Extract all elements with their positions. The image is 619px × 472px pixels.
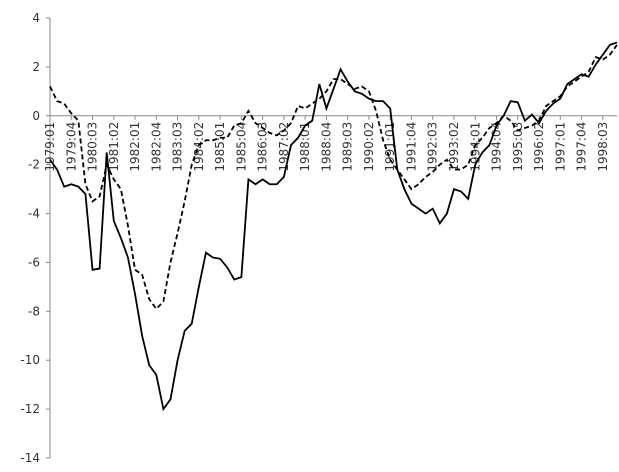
- y-tick-label: 0: [32, 109, 40, 123]
- x-tick-label: 1992:03: [426, 122, 440, 172]
- x-tick-label: 1979:04: [64, 122, 78, 172]
- x-tick-label: 1986:03: [256, 122, 270, 172]
- y-tick-label: -8: [28, 304, 40, 318]
- x-tick-label: 1994:04: [490, 122, 504, 172]
- x-tick-label: 1997:04: [575, 122, 589, 172]
- x-tick-label: 1997:01: [553, 122, 567, 172]
- x-tick-label: 1995:03: [511, 122, 525, 172]
- x-tick-label: 1982:01: [128, 122, 142, 172]
- y-tick-label: -6: [28, 255, 40, 269]
- y-tick-label: -14: [20, 451, 40, 465]
- x-tick-label: 1991:04: [404, 122, 418, 172]
- x-tick-label: 1985:04: [234, 122, 248, 172]
- series-line: [49, 44, 618, 311]
- x-tick-label: 1985:01: [213, 122, 227, 172]
- x-tick-label: 1984:02: [192, 122, 206, 172]
- x-tick-label: 1996:02: [532, 122, 546, 172]
- x-tick-label: 1981:02: [107, 122, 121, 172]
- y-tick-label: -12: [20, 402, 40, 416]
- x-tick-label: 1983:03: [171, 122, 185, 172]
- y-tick-label: 2: [32, 60, 40, 74]
- x-tick-label: 1988:01: [298, 122, 312, 172]
- x-tick-label: 1993:02: [447, 122, 461, 172]
- x-tick-label: 1998:03: [596, 122, 610, 172]
- y-tick-label: -2: [28, 158, 40, 172]
- x-tick-label: 1989:03: [341, 122, 355, 172]
- series-line: [49, 41, 618, 412]
- y-tick-label: -10: [20, 353, 40, 367]
- x-tick-label: 1979:01: [43, 122, 57, 172]
- x-tick-label: 1982:04: [149, 122, 163, 172]
- y-tick-label: -4: [28, 207, 40, 221]
- x-tick-label: 1990:02: [362, 122, 376, 172]
- x-tick-label: 1980:03: [86, 122, 100, 172]
- x-tick-label: 1988:04: [319, 122, 333, 172]
- y-tick-label: 4: [32, 11, 40, 25]
